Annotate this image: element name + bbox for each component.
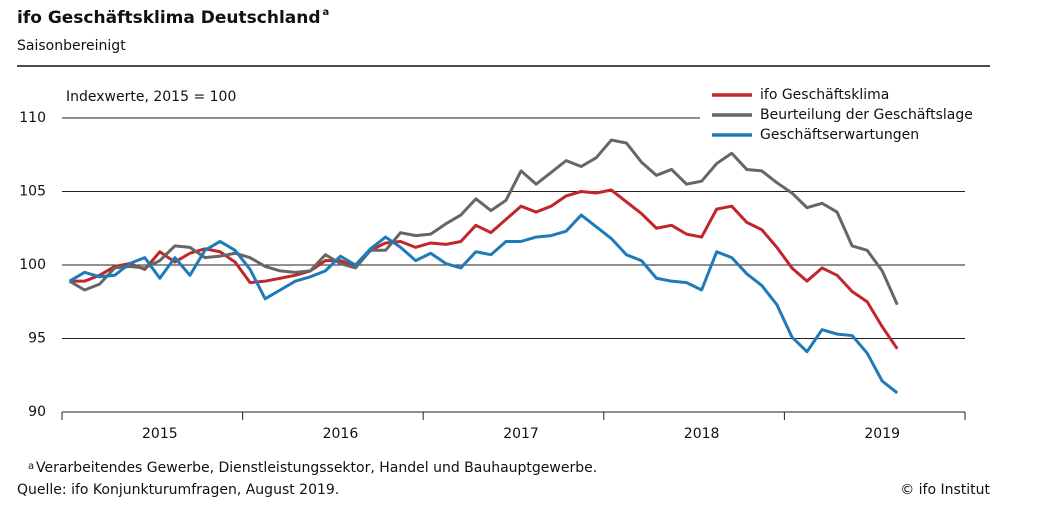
chart-subtitle: Saisonbereinigt xyxy=(17,38,126,54)
y-axis-label: Indexwerte, 2015 = 100 xyxy=(66,89,236,105)
y-tick-label: 110 xyxy=(19,110,46,126)
x-tick-label: 2017 xyxy=(503,426,539,442)
plot-area: 90 95 100 105 110 2015 2016 2017 2018 2019 ifo Ges… xyxy=(19,82,980,442)
copyright: © ifo Institut xyxy=(900,482,990,498)
y-tick-label: 90 xyxy=(28,404,46,420)
y-tick-label: 95 xyxy=(28,331,46,347)
y-tick-label: 100 xyxy=(19,257,46,273)
series-line xyxy=(68,213,899,395)
x-tick-label: 2018 xyxy=(684,426,720,442)
chart-title: ifo Geschäftsklima Deutschland xyxy=(17,8,321,28)
y-tick-label: 105 xyxy=(19,184,46,200)
footnote: Verarbeitendes Gewerbe, Dienstleistungss… xyxy=(36,460,597,476)
footnote-marker: a xyxy=(28,461,34,472)
source: Quelle: ifo Konjunkturumfragen, August 2… xyxy=(17,482,339,498)
legend-label: Geschäftserwartungen xyxy=(760,127,919,143)
x-tick-label: 2016 xyxy=(323,426,359,442)
x-tick-label: 2019 xyxy=(864,426,900,442)
legend-label: ifo Geschäftsklima xyxy=(760,87,889,103)
title-marker: a xyxy=(323,7,330,18)
x-tick-label: 2015 xyxy=(142,426,178,442)
series-line xyxy=(68,138,899,306)
legend-label: Beurteilung der Geschäftslage xyxy=(760,107,973,123)
